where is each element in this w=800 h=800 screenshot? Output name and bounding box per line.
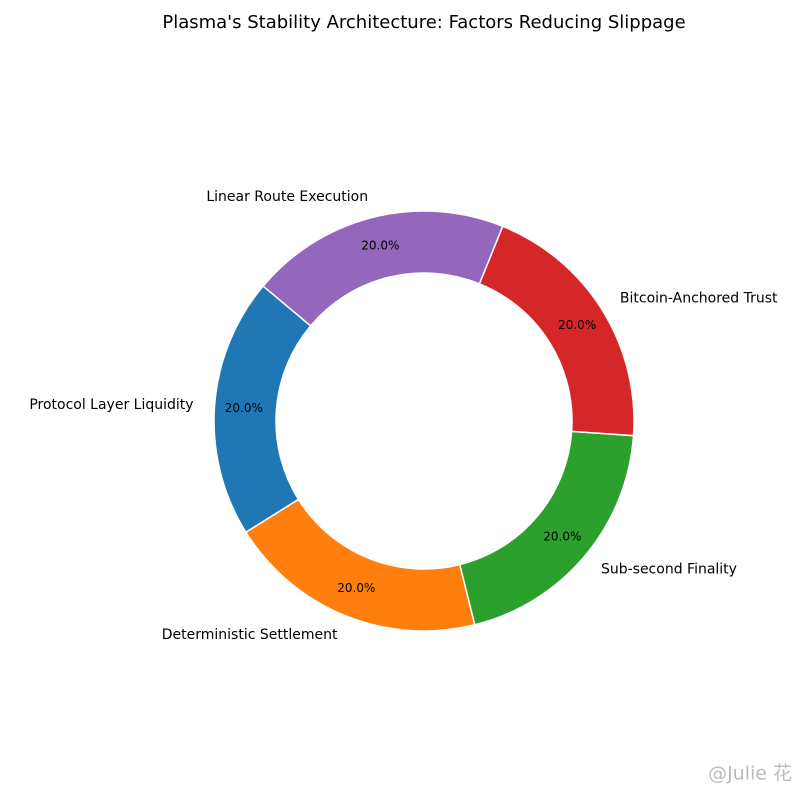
chart-title: Plasma's Stability Architecture: Factors…	[162, 12, 685, 33]
percent-label: 20.0%	[361, 238, 399, 252]
donut-slice	[244, 498, 476, 632]
watermark: @Julie 花	[708, 763, 792, 785]
percent-label: 20.0%	[543, 530, 581, 544]
percent-label: 20.0%	[558, 318, 596, 332]
slice-label: Protocol Layer Liquidity	[29, 397, 193, 413]
percent-label: 20.0%	[337, 581, 375, 595]
slice-label: Deterministic Settlement	[162, 627, 338, 643]
donut-slice	[478, 225, 635, 437]
percent-label: 20.0%	[225, 401, 263, 415]
slice-label: Linear Route Execution	[206, 189, 368, 205]
slice-label: Sub-second Finality	[601, 561, 737, 577]
slice-label: Bitcoin-Anchored Trust	[620, 291, 778, 307]
donut-slice	[458, 430, 635, 626]
donut-slice	[262, 210, 504, 327]
